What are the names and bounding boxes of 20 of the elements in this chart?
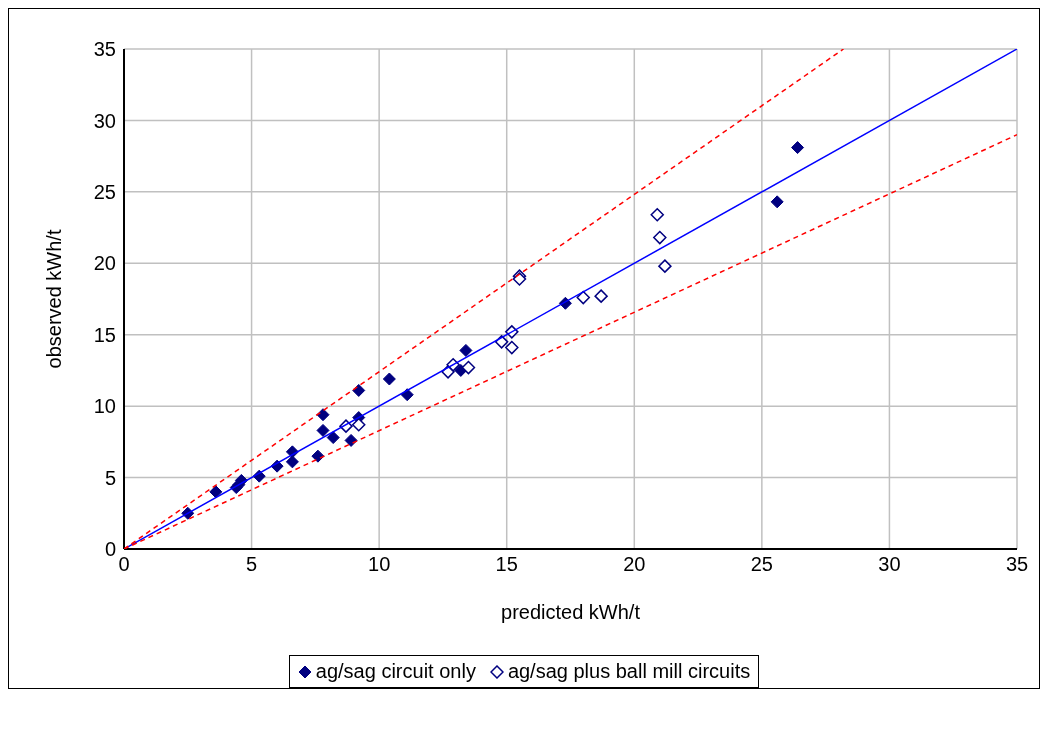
legend-label: ag/sag circuit only <box>314 660 476 683</box>
y-tick-label: 0 <box>104 538 116 561</box>
legend-label: ag/sag plus ball mill circuits <box>506 660 751 683</box>
x-tick-label: 25 <box>750 553 773 576</box>
x-tick-label: 20 <box>623 553 646 576</box>
x-tick-label: 10 <box>368 553 391 576</box>
y-tick-label: 20 <box>93 252 116 275</box>
x-tick-label: 5 <box>246 553 258 576</box>
x-tick-label: 15 <box>495 553 518 576</box>
y-tick-label: 25 <box>93 180 116 203</box>
y-tick-label: 35 <box>93 38 116 61</box>
x-axis-title: predicted kWh/t <box>501 601 641 623</box>
y-tick-label: 10 <box>93 395 116 418</box>
y-tick-label: 30 <box>93 109 116 132</box>
x-tick-label: 35 <box>1005 553 1029 576</box>
y-tick-label: 15 <box>93 323 116 346</box>
y-tick-label: 5 <box>104 466 116 489</box>
x-tick-label: 0 <box>118 553 130 576</box>
x-tick-label: 30 <box>878 553 901 576</box>
y-axis-title: observed kWh/t <box>43 229 66 369</box>
